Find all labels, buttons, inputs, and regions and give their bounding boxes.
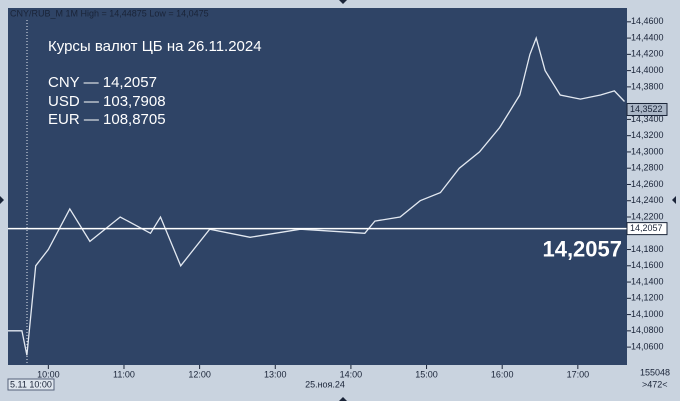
reference-box <box>626 222 668 236</box>
plot-area <box>8 8 627 365</box>
footer-value: 155048 <box>640 367 670 377</box>
y-tick-label: 14,3000 <box>631 146 664 156</box>
y-tick-label: 14,1400 <box>631 276 664 286</box>
y-tick-label: 14,4200 <box>631 49 664 59</box>
y-tick-label: 14,1200 <box>631 293 664 303</box>
x-tick-label: 16:00 <box>491 369 514 379</box>
x-tick-label: 15:00 <box>415 369 438 379</box>
y-tick-label: 14,4000 <box>631 65 664 75</box>
last-price-box <box>626 102 668 116</box>
y-tick-label: 14,0600 <box>631 341 664 351</box>
last-price-label: 14,3522 <box>630 104 663 114</box>
y-tick-label: 14,1000 <box>631 309 664 319</box>
x-tick-label: 12:00 <box>188 369 211 379</box>
price-line <box>8 36 625 356</box>
big-price: 14,2057 <box>542 236 622 261</box>
footer-value: >472< <box>642 379 668 389</box>
y-tick-label: 14,3400 <box>631 114 664 124</box>
cursor-label: 5.11 10:00 <box>10 379 52 389</box>
header: CNY/RUB_M 1M High = 14,44875 Low = 14,04… <box>10 8 209 18</box>
y-tick-label: 14,1800 <box>631 244 664 254</box>
x-tick-label: 13:00 <box>264 369 287 379</box>
x-tick-label: 17:00 <box>567 369 590 379</box>
x-tick-label: 11:00 <box>113 369 135 379</box>
y-tick-label: 14,2400 <box>631 195 664 205</box>
y-tick-label: 14,2200 <box>631 211 664 221</box>
y-tick-label: 14,0800 <box>631 325 664 335</box>
x-tick-label: 10:00 <box>37 369 60 379</box>
y-tick-label: 14,4600 <box>631 16 664 26</box>
x-tick-label: 14:00 <box>340 369 363 379</box>
annotation: EUR — 108,8705 <box>48 111 166 128</box>
reference-label: 14,2057 <box>630 223 663 233</box>
y-tick-label: 14,4400 <box>631 32 664 42</box>
y-tick-label: 14,2600 <box>631 179 664 189</box>
y-tick-label: 14,3800 <box>631 81 664 91</box>
date-label: 25.ноя.24 <box>305 379 345 389</box>
annotation: Курсы валют ЦБ на 26.11.2024 <box>48 38 262 55</box>
cursor-box <box>7 378 55 391</box>
annotation: CNY — 14,2057 <box>48 74 157 91</box>
y-tick-label: 14,2800 <box>631 163 664 173</box>
annotation: USD — 103,7908 <box>48 93 166 110</box>
y-tick-label: 14,1600 <box>631 260 664 270</box>
y-tick-label: 14,3200 <box>631 130 664 140</box>
